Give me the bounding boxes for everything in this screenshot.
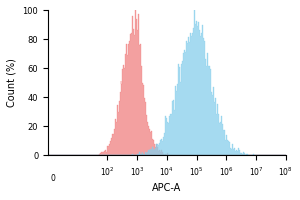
Polygon shape [48, 10, 286, 155]
X-axis label: APC-A: APC-A [152, 183, 182, 193]
Polygon shape [48, 10, 286, 155]
Y-axis label: Count (%): Count (%) [7, 58, 17, 107]
Text: 0: 0 [50, 174, 55, 183]
